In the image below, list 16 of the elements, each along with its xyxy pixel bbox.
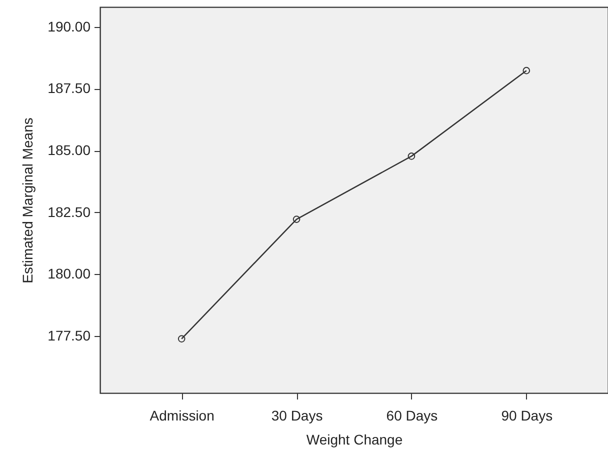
x-tick-label: 30 Days [271, 408, 323, 424]
x-axis-title: Weight Change [306, 432, 403, 448]
y-axis-title: Estimated Marginal Means [20, 118, 36, 284]
y-tick-label: 182.50 [48, 204, 91, 220]
y-tick-label: 177.50 [48, 328, 91, 344]
x-tick-label: Admission [150, 408, 214, 424]
point [292, 216, 300, 223]
x-tick-label: 90 Days [501, 408, 553, 424]
y-tick-label: 180.00 [48, 266, 91, 282]
point [178, 335, 186, 342]
point [522, 66, 530, 74]
x-tick-label: 60 Days [386, 408, 438, 424]
y-tick-label: 190.00 [48, 18, 91, 34]
point [408, 152, 416, 160]
y-tick-label: 187.50 [48, 80, 91, 96]
y-tick-label: 185.00 [48, 142, 91, 158]
